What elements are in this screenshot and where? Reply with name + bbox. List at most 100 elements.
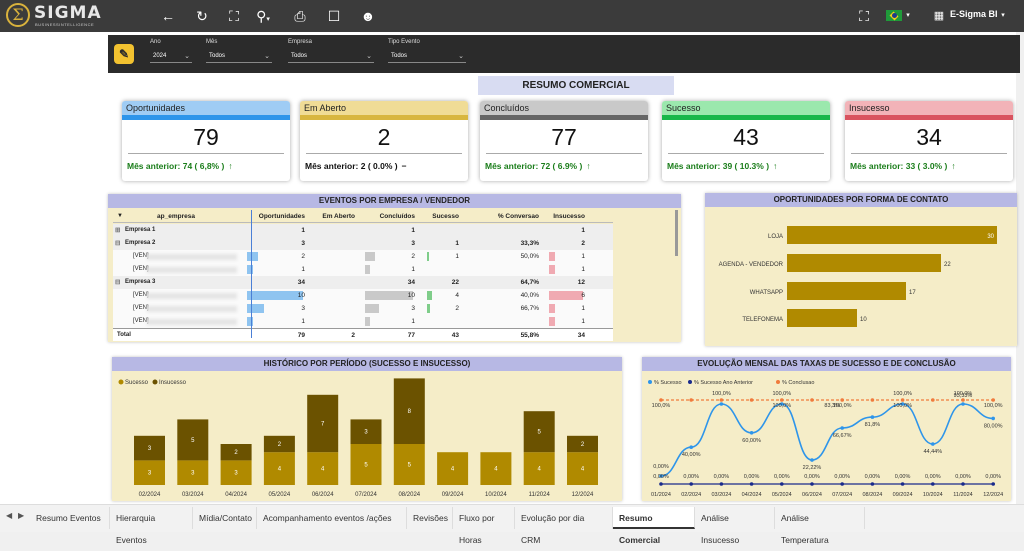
filter-empresa[interactable]: Empresa Todos ⌄ xyxy=(288,39,374,63)
legend-label[interactable]: % Conclusao xyxy=(782,380,814,386)
ano-anterior-point[interactable] xyxy=(810,482,814,486)
conclusao-point[interactable] xyxy=(900,398,905,402)
table-row[interactable]: [VEN] 1 1 1 xyxy=(113,263,613,276)
tab-revis-es[interactable]: Revisões xyxy=(407,507,453,529)
tab-m-dia-contato[interactable]: Mídia/Contato xyxy=(193,507,257,529)
conclusao-point[interactable] xyxy=(991,398,995,402)
insucesso-bar[interactable] xyxy=(263,435,295,453)
column-header[interactable]: Sucesso xyxy=(432,213,459,220)
conclusao-point[interactable] xyxy=(659,398,663,402)
tab-prev-icon[interactable]: ◀ xyxy=(6,511,13,520)
contato-bar[interactable] xyxy=(787,309,857,327)
insucesso-bar[interactable] xyxy=(220,444,252,461)
table-row[interactable]: [VEN] 10 10 4 40,0% 6 xyxy=(113,289,613,302)
sucesso-bar[interactable] xyxy=(437,452,469,485)
insucesso-bar[interactable] xyxy=(177,419,209,461)
conclusao-point[interactable] xyxy=(961,398,965,402)
column-header[interactable]: Oportunidades xyxy=(258,213,305,220)
table-row[interactable]: ⊟ Empresa 2 3 3 1 33,3% 2 xyxy=(113,237,613,250)
contato-bar[interactable] xyxy=(787,254,941,272)
ano-anterior-point[interactable] xyxy=(659,482,663,486)
sucesso-bar[interactable] xyxy=(177,460,209,485)
table-row[interactable]: [VEN] 2 2 1 50,0% 1 xyxy=(113,250,613,263)
legend-label[interactable]: % Sucesso xyxy=(654,380,682,386)
column-header[interactable]: Em Aberto xyxy=(322,213,355,220)
sucesso-point[interactable] xyxy=(840,426,844,430)
table-row[interactable]: [VEN] 1 1 1 xyxy=(113,315,613,328)
insucesso-bar[interactable] xyxy=(523,411,555,453)
sucesso-point[interactable] xyxy=(961,402,965,406)
insucesso-bar[interactable] xyxy=(134,435,165,461)
table-row[interactable]: ⊞ Empresa 1 1 1 1 xyxy=(113,224,613,237)
filter-empresa-select[interactable]: Todos ⌄ xyxy=(288,50,374,63)
tab-next-icon[interactable]: ▶ xyxy=(18,511,25,520)
ano-anterior-point[interactable] xyxy=(719,482,724,486)
conclusao-point[interactable] xyxy=(780,398,784,402)
sucesso-point[interactable] xyxy=(689,445,693,449)
ano-anterior-point[interactable] xyxy=(749,482,754,486)
sucesso-bar[interactable] xyxy=(220,460,252,485)
filter-mes-select[interactable]: Todos ⌄ xyxy=(206,50,272,63)
sucesso-bar[interactable] xyxy=(350,444,382,485)
user-menu[interactable]: E-Sigma BI xyxy=(950,9,998,19)
conclusao-point[interactable] xyxy=(870,398,875,402)
column-header[interactable]: % Conversao xyxy=(497,213,539,220)
expand-toggle-icon[interactable]: ⊞ xyxy=(115,227,121,234)
conclusao-point[interactable] xyxy=(719,398,724,402)
sucesso-point[interactable] xyxy=(870,415,875,419)
filter-tipo-evento-select[interactable]: Todos ⌄ xyxy=(388,50,466,63)
sucesso-bar[interactable] xyxy=(523,452,555,485)
sucesso-bar[interactable] xyxy=(393,444,425,485)
ano-anterior-point[interactable] xyxy=(870,482,875,486)
ano-anterior-point[interactable] xyxy=(780,482,784,486)
expand-toggle-icon[interactable]: ⊟ xyxy=(115,279,121,286)
sucesso-bar[interactable] xyxy=(480,452,512,485)
ano-anterior-point[interactable] xyxy=(689,482,693,486)
sucesso-point[interactable] xyxy=(780,402,784,406)
sucesso-point[interactable] xyxy=(900,402,905,406)
tab-evolu-o-por-dia-crm[interactable]: Evolução por dia CRM xyxy=(515,507,613,545)
insucesso-bar[interactable] xyxy=(567,435,598,453)
conclusao-point[interactable] xyxy=(840,398,844,402)
sucesso-point[interactable] xyxy=(749,431,754,435)
sucesso-bar[interactable] xyxy=(307,452,339,485)
contato-bar[interactable] xyxy=(787,226,997,244)
column-header[interactable]: ap_empresa xyxy=(157,213,195,220)
legend-label[interactable]: % Sucesso Ano Anterior xyxy=(694,380,753,386)
legend-label[interactable]: Insucesso xyxy=(159,380,187,386)
tab-acompanhamento-eventos-a-es[interactable]: Acompanhamento eventos /ações xyxy=(257,507,407,529)
sucesso-bar[interactable] xyxy=(134,460,165,485)
ano-anterior-point[interactable] xyxy=(991,482,995,486)
expand-icon[interactable]: ⛶ xyxy=(859,8,869,24)
conclusao-point[interactable] xyxy=(689,398,693,402)
column-header[interactable]: Insucesso xyxy=(553,213,585,220)
tab-an-lise-insucesso[interactable]: Análise Insucesso xyxy=(695,507,775,545)
sucesso-point[interactable] xyxy=(991,416,995,421)
ano-anterior-point[interactable] xyxy=(961,482,965,486)
language-chevron-icon[interactable]: ▾ xyxy=(906,12,910,19)
tab-hierarquia-eventos[interactable]: Hierarquia Eventos xyxy=(110,507,193,545)
sucesso-point[interactable] xyxy=(810,458,814,462)
legend-label[interactable]: Sucesso xyxy=(125,380,149,386)
filter-ano-select[interactable]: 2024 ⌄ xyxy=(150,50,192,63)
refresh-icon[interactable]: ↻ xyxy=(196,8,208,24)
conclusao-point[interactable] xyxy=(810,398,814,402)
insucesso-bar[interactable] xyxy=(307,394,339,453)
tab-fluxo-por-horas[interactable]: Fluxo por Horas xyxy=(453,507,515,545)
sucesso-bar[interactable] xyxy=(567,452,598,485)
zoom-icon[interactable]: ⚲▾ xyxy=(256,8,270,24)
insucesso-bar[interactable] xyxy=(393,378,425,444)
filter-ano[interactable]: Ano 2024 ⌄ xyxy=(150,39,192,63)
conclusao-point[interactable] xyxy=(749,398,754,402)
sucesso-point[interactable] xyxy=(931,442,935,446)
filter-mes[interactable]: Mês Todos ⌄ xyxy=(206,39,272,63)
tab-resumo-comercial[interactable]: Resumo Comercial xyxy=(613,507,695,545)
brazil-flag-icon[interactable] xyxy=(886,10,902,21)
fullscreen-icon[interactable]: ⛶ xyxy=(229,8,239,24)
report-icon[interactable]: ▦ xyxy=(933,10,945,22)
sucesso-point[interactable] xyxy=(719,402,724,406)
user-chevron-icon[interactable]: ▾ xyxy=(1001,12,1005,19)
sucesso-line[interactable] xyxy=(660,403,994,477)
conclusao-point[interactable] xyxy=(931,398,935,402)
filter-tipo-evento[interactable]: Tipo Evento Todos ⌄ xyxy=(388,39,466,63)
